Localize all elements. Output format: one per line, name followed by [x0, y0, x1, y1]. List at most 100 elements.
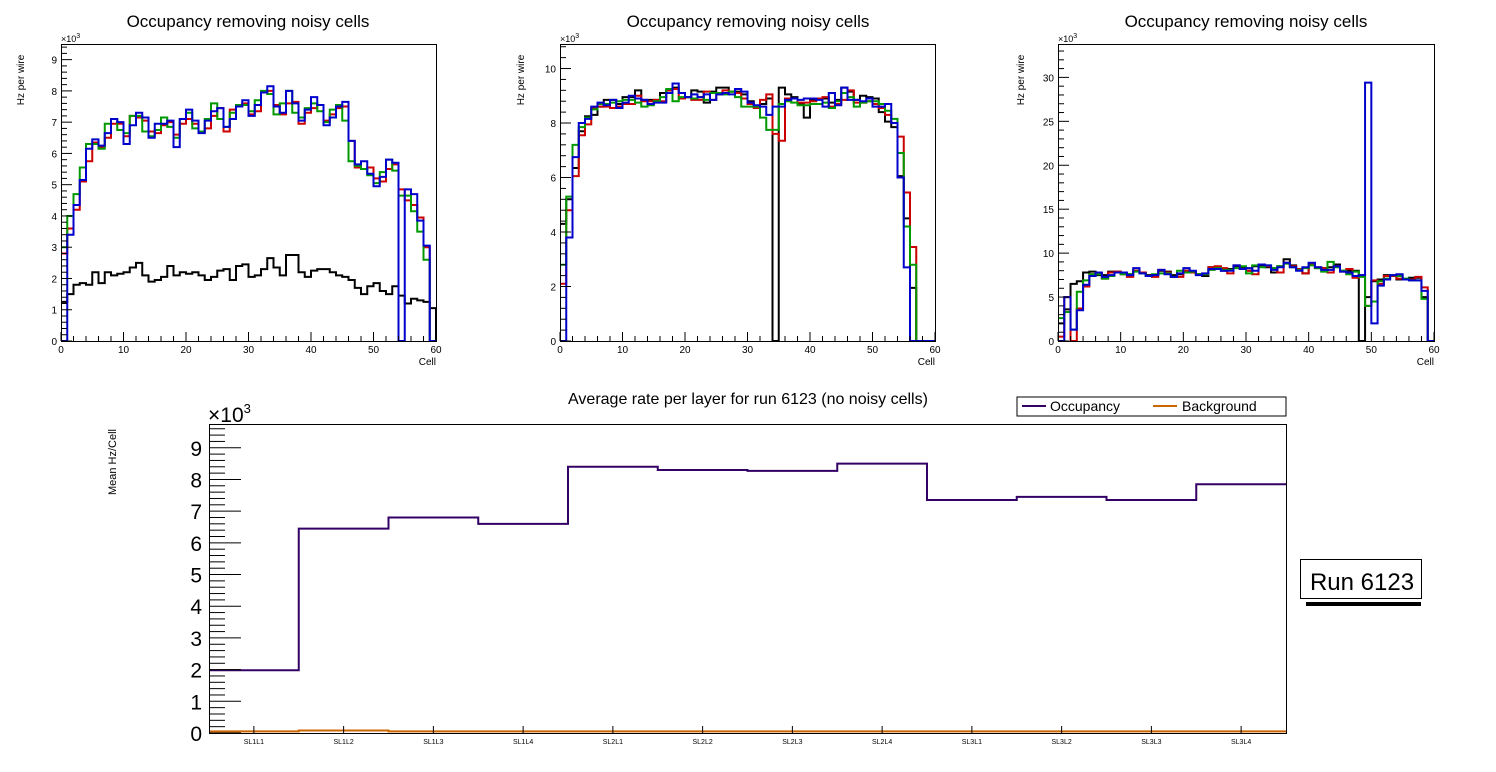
y-tick-label: 8 [51, 87, 57, 98]
series-layer4-line [1058, 81, 1434, 342]
y-tick-label: 8 [550, 119, 556, 130]
y-tick-label: 8 [190, 469, 202, 492]
plot-frame [209, 424, 1287, 734]
x-tick-label: SL1L3 [423, 739, 443, 746]
panel-2: Occupancy removing noisy cells Hz per wi… [516, 12, 941, 368]
x-tick-label: 30 [243, 345, 255, 356]
y-tick-label: 7 [190, 501, 202, 524]
x-tick-label: 0 [557, 345, 563, 356]
series-layer4-line [560, 82, 935, 342]
x-tick-label: SL2L2 [693, 739, 713, 746]
panel-3-title: Occupancy removing noisy cells [1125, 12, 1368, 31]
series-occupancy-line [209, 462, 1286, 672]
x-tick-label: 60 [1428, 345, 1440, 356]
x-tick-label: SL2L4 [872, 739, 892, 746]
x-tick-label: 10 [617, 345, 629, 356]
y-tick-label: 0 [51, 337, 57, 348]
bottom-title: Average rate per layer for run 6123 (no … [568, 391, 928, 408]
legend-box [1016, 396, 1287, 417]
bottom-multiplier: ×103 [208, 401, 251, 427]
panel-2-xlabel: Cell [918, 357, 935, 368]
y-tick-label: 2 [550, 283, 556, 294]
y-tick-label: 15 [1043, 205, 1055, 216]
run-label-shadow [1306, 602, 1421, 606]
y-tick-label: 4 [550, 228, 556, 239]
y-tick-label: 0 [1048, 337, 1054, 348]
x-tick-label: SL2L1 [603, 739, 623, 746]
x-tick-label: SL1L2 [334, 739, 354, 746]
panel-1-multiplier: ×103 [61, 33, 80, 44]
x-tick-label: SL3L3 [1141, 739, 1161, 746]
y-tick-label: 30 [1043, 73, 1055, 84]
legend-label-occupancy: Occupancy [1050, 398, 1120, 414]
y-tick-label: 5 [190, 565, 202, 588]
bottom-ylabel: Mean Hz/Cell [107, 429, 119, 495]
y-tick-label: 2 [51, 274, 57, 285]
x-tick-label: 0 [58, 345, 64, 356]
plot-frame [61, 44, 437, 342]
x-tick-label: 40 [1303, 345, 1315, 356]
panel-average-rate: Average rate per layer for run 6123 (no … [107, 391, 1422, 746]
y-tick-label: 0 [550, 337, 556, 348]
x-tick-label: 10 [1115, 345, 1127, 356]
series-layer1-line [560, 86, 935, 342]
y-tick-label: 4 [190, 596, 202, 619]
x-tick-label: 60 [430, 345, 442, 356]
x-tick-label: SL3L2 [1052, 739, 1072, 746]
panel-1-ylabel: Hz per wire [16, 54, 27, 105]
x-tick-label: 20 [679, 345, 691, 356]
y-tick-label: 5 [1048, 293, 1054, 304]
y-tick-label: 6 [190, 533, 202, 556]
y-tick-label: 9 [51, 56, 57, 67]
y-tick-label: 10 [545, 65, 557, 76]
y-tick-label: 9 [190, 438, 202, 461]
y-tick-label: 20 [1043, 161, 1055, 172]
y-tick-label: 1 [51, 306, 57, 317]
panel-2-multiplier: ×103 [560, 33, 579, 44]
panel-1-title: Occupancy removing noisy cells [127, 12, 370, 31]
x-tick-label: SL1L1 [244, 739, 264, 746]
panel-3-multiplier: ×103 [1058, 33, 1077, 44]
y-tick-label: 1 [190, 691, 202, 714]
x-tick-label: 30 [742, 345, 754, 356]
panel-2-ylabel: Hz per wire [516, 54, 527, 105]
panel-3-ylabel: Hz per wire [1016, 54, 1027, 105]
series-layer4-line [61, 85, 436, 342]
x-tick-label: 60 [929, 345, 941, 356]
y-tick-label: 6 [550, 174, 556, 185]
panel-3-xlabel: Cell [1417, 357, 1434, 368]
series-layer3-line [560, 87, 935, 342]
x-tick-label: 20 [180, 345, 192, 356]
panel-3: Occupancy removing noisy cells Hz per wi… [1016, 12, 1440, 368]
plot-frame [1058, 44, 1435, 342]
x-tick-label: SL1L4 [513, 739, 533, 746]
y-tick-label: 5 [51, 181, 57, 192]
series-background-line [209, 729, 1286, 733]
x-tick-label: SL3L1 [962, 739, 982, 746]
panel-1-xlabel: Cell [419, 357, 436, 368]
x-tick-label: SL2L3 [782, 739, 802, 746]
y-tick-label: 2 [190, 660, 202, 683]
run-label-frame [1300, 559, 1422, 599]
y-tick-label: 6 [51, 149, 57, 160]
x-tick-label: SL3L4 [1231, 739, 1251, 746]
x-tick-label: 40 [305, 345, 317, 356]
x-tick-label: 10 [118, 345, 130, 356]
run-label-box: Run 6123 [1300, 559, 1422, 606]
legend-label-background: Background [1182, 398, 1257, 414]
x-tick-label: 20 [1178, 345, 1190, 356]
y-tick-label: 0 [190, 723, 202, 746]
series-layer3-line [61, 89, 436, 342]
x-tick-label: 30 [1240, 345, 1252, 356]
y-tick-label: 25 [1043, 117, 1055, 128]
panel-2-title: Occupancy removing noisy cells [627, 12, 870, 31]
y-tick-label: 10 [1043, 249, 1055, 260]
x-tick-label: 50 [1366, 345, 1378, 356]
x-tick-label: 50 [867, 345, 879, 356]
plot-frame [560, 44, 936, 342]
panel-1: Occupancy removing noisy cells Hz per wi… [16, 12, 442, 368]
y-tick-label: 7 [51, 118, 57, 129]
y-tick-label: 3 [190, 628, 202, 651]
run-label: Run 6123 [1310, 569, 1414, 596]
